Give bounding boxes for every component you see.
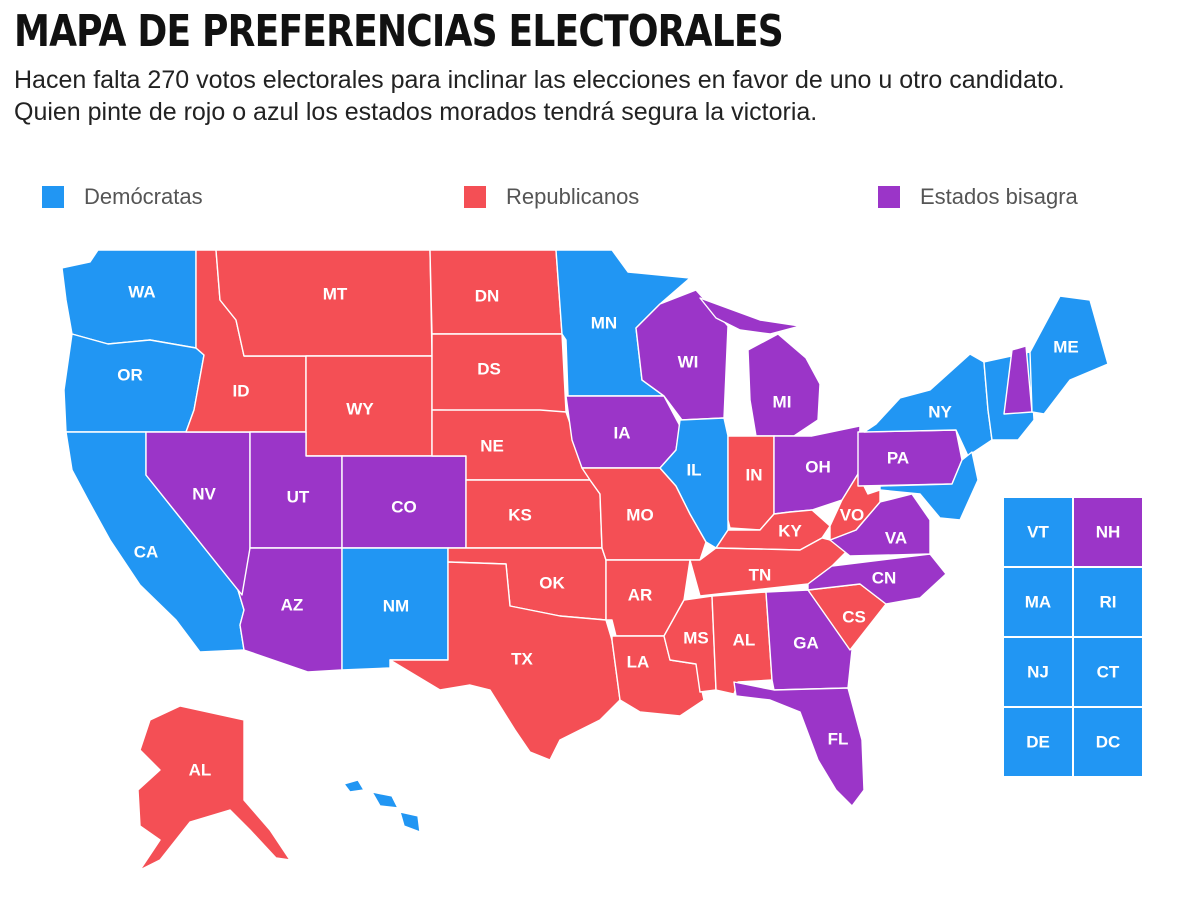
state-label-ga: GA bbox=[793, 633, 819, 652]
state-ks[interactable] bbox=[465, 479, 603, 549]
legend-swatch-rep bbox=[464, 186, 486, 208]
state-label-oh: OH bbox=[805, 457, 831, 476]
state-label-az: AZ bbox=[281, 595, 304, 614]
state-fl[interactable] bbox=[733, 681, 865, 807]
state-tx[interactable] bbox=[389, 561, 621, 761]
state-label-dn: DN bbox=[475, 286, 500, 305]
state-label-fl: FL bbox=[828, 729, 849, 748]
grid-cell-vt[interactable] bbox=[1004, 498, 1072, 566]
legend-item-rep: Republicanos bbox=[464, 184, 639, 210]
state-il[interactable] bbox=[659, 417, 729, 549]
state-label-tn: TN bbox=[749, 565, 772, 584]
subtitle-line-2: Quien pinte de rojo o azul los estados m… bbox=[14, 98, 818, 126]
grid-cell-de[interactable] bbox=[1004, 708, 1072, 776]
state-label-ky: KY bbox=[778, 521, 802, 540]
state-label-pa: PA bbox=[887, 448, 909, 467]
grid-cell-ct[interactable] bbox=[1074, 638, 1142, 706]
small-states-grid: VT NH MA RI NJ CT DE DC bbox=[1004, 498, 1142, 776]
legend-label-rep: Republicanos bbox=[506, 184, 640, 209]
state-label-cn: CN bbox=[872, 568, 897, 587]
state-label-nm: NM bbox=[383, 596, 409, 615]
state-label-ms: MS bbox=[683, 628, 709, 647]
legend-swatch-dem bbox=[42, 186, 64, 208]
state-hi[interactable] bbox=[343, 779, 421, 833]
state-label-ia: IA bbox=[614, 423, 631, 442]
state-mi[interactable] bbox=[747, 333, 821, 437]
state-label-vo: VO bbox=[840, 505, 865, 524]
state-label-co: CO bbox=[391, 497, 417, 516]
grid-cell-nj[interactable] bbox=[1004, 638, 1072, 706]
state-label-nv: NV bbox=[192, 484, 216, 503]
legend-label-swing: Estados bisagra bbox=[920, 184, 1078, 209]
state-label-id: ID bbox=[233, 381, 250, 400]
legend-item-dem: Demócratas bbox=[42, 184, 203, 210]
state-label-ca: CA bbox=[134, 542, 159, 561]
state-label-wi: WI bbox=[678, 352, 699, 371]
state-me[interactable] bbox=[1029, 295, 1109, 415]
state-labels: WA OR CA NV ID MT WY UT AZ CO NM DN DS NE KS OK TX MN IA MO… bbox=[117, 282, 1079, 779]
state-label-or: OR bbox=[117, 365, 143, 384]
legend-label-dem: Demócratas bbox=[84, 184, 203, 209]
state-label-me: ME bbox=[1053, 337, 1079, 356]
state-ak[interactable] bbox=[137, 705, 291, 871]
state-label-il: IL bbox=[686, 460, 701, 479]
state-label-va: VA bbox=[885, 528, 907, 547]
grid-label-ct: CT bbox=[1097, 662, 1120, 681]
state-label-cs: CS bbox=[842, 607, 866, 626]
state-pa[interactable] bbox=[857, 429, 963, 487]
state-mid-atlantic[interactable] bbox=[879, 451, 979, 521]
legend-swatch-swing bbox=[878, 186, 900, 208]
grid-label-dc: DC bbox=[1096, 732, 1121, 751]
legend-item-swing: Estados bisagra bbox=[878, 184, 1078, 210]
state-label-mn: MN bbox=[591, 313, 617, 332]
page-title: MAPA DE PREFERENCIAS ELECTORALES bbox=[14, 6, 784, 57]
state-label-ny: NY bbox=[928, 402, 952, 421]
state-label-ks: KS bbox=[508, 505, 532, 524]
state-label-al: AL bbox=[733, 630, 756, 649]
grid-cell-nh[interactable] bbox=[1074, 498, 1142, 566]
grid-cell-ri[interactable] bbox=[1074, 568, 1142, 636]
state-label-mo: MO bbox=[626, 505, 653, 524]
state-label-ne: NE bbox=[480, 436, 504, 455]
grid-label-nh: NH bbox=[1096, 522, 1121, 541]
grid-label-de: DE bbox=[1026, 732, 1050, 751]
state-label-ar: AR bbox=[628, 585, 653, 604]
state-label-wa: WA bbox=[128, 282, 155, 301]
state-label-ut: UT bbox=[287, 487, 310, 506]
grid-label-nj: NJ bbox=[1027, 662, 1049, 681]
state-label-mt: MT bbox=[323, 284, 348, 303]
state-label-la: LA bbox=[627, 652, 650, 671]
subtitle-line-1: Hacen falta 270 votos electorales para i… bbox=[14, 66, 1065, 94]
state-label-mi: MI bbox=[773, 392, 792, 411]
page-subtitle: Hacen falta 270 votos electorales para i… bbox=[14, 64, 1194, 128]
state-label-ok: OK bbox=[539, 573, 565, 592]
state-label-in: IN bbox=[746, 465, 763, 484]
grid-cell-ma[interactable] bbox=[1004, 568, 1072, 636]
grid-label-vt: VT bbox=[1027, 522, 1049, 541]
state-label-wy: WY bbox=[346, 399, 374, 418]
state-label-al: AL bbox=[189, 760, 212, 779]
state-label-ds: DS bbox=[477, 359, 501, 378]
grid-cell-dc[interactable] bbox=[1074, 708, 1142, 776]
state-mi-up[interactable] bbox=[699, 297, 801, 335]
state-cn[interactable] bbox=[807, 553, 947, 605]
grid-label-ma: MA bbox=[1025, 592, 1051, 611]
grid-label-ri: RI bbox=[1100, 592, 1117, 611]
state-label-tx: TX bbox=[511, 649, 533, 668]
